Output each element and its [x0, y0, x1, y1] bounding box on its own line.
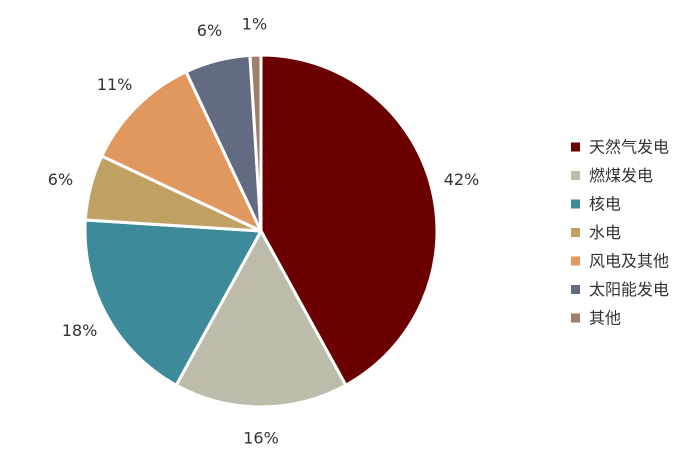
slice-value-label: 11%: [97, 75, 133, 94]
legend-swatch: [571, 228, 580, 237]
slice-value-label: 6%: [197, 21, 222, 40]
legend-swatch: [571, 171, 580, 180]
legend-entry-label: 水电: [589, 223, 621, 242]
slice-value-label: 6%: [48, 170, 73, 189]
slice-value-label: 42%: [444, 170, 480, 189]
legend-swatch: [571, 285, 580, 294]
legend-swatch: [571, 256, 580, 266]
pie-slice: [259, 53, 439, 387]
slice-value-label: 16%: [243, 429, 279, 448]
legend-entry-label: 其他: [589, 309, 621, 328]
pie-value-labels: 42% 16% 18% 6% 11% 6% 1%: [48, 15, 479, 448]
legend-swatch: [571, 199, 580, 209]
slice-value-label: 1%: [242, 15, 267, 34]
pie-slice: [100, 70, 263, 233]
legend-entry-label: 风电及其他: [589, 252, 669, 271]
pie-slice: [248, 53, 263, 233]
pie-slice: [174, 229, 348, 409]
legend-swatch: [571, 313, 580, 323]
slice-value-label: 18%: [62, 321, 98, 340]
legend-entry-label: 天然气发电: [589, 138, 669, 157]
legend-entry-label: 燃煤发电: [589, 166, 653, 185]
legend-entry-label: 核电: [589, 195, 621, 214]
pie-slice: [83, 218, 263, 387]
pie-slices: [83, 53, 439, 409]
legend-swatch: [571, 142, 580, 152]
legend-entry-label: 太阳能发电: [589, 280, 669, 299]
